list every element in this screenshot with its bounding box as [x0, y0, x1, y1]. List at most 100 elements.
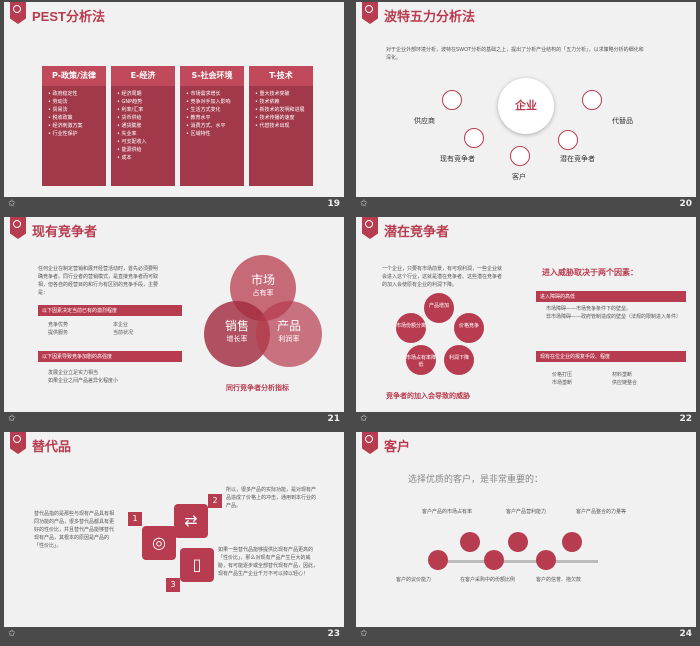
right-title: 进入威胁取决于两个因素： [542, 268, 638, 277]
caption: 同行竞争者分析指标 [226, 384, 289, 392]
pest-col-t: T-技术 • 重大技术突破 • 技术依赖 • 新技术的发明和进展 • 技术传播的速度 • … [249, 66, 313, 186]
slide-title: 波特五力分析法 [384, 9, 476, 24]
swap-icon: ⇄ [174, 504, 208, 538]
instagram-icon: ◎ [142, 526, 176, 560]
network-icon [428, 550, 448, 570]
bookmark-icon [10, 432, 26, 454]
connector-line [438, 560, 598, 563]
building-icon [536, 550, 556, 570]
potential-icon [558, 130, 578, 150]
bar-2: 以下因素导致竞争加剧的高强度 [38, 351, 182, 362]
pest-item: • 竞争对手加入影响 [186, 99, 231, 105]
pest-item: • 代替技术出现 [255, 123, 290, 129]
customer-icon [510, 146, 530, 166]
node-label: 供应商 [414, 117, 435, 125]
gear-icon [460, 532, 480, 552]
circle-sales: 销售 增长率 [204, 301, 270, 367]
bottom-label: 在客户采购中的份额比例 [460, 577, 516, 583]
circle-product: 产品 利润率 [256, 301, 322, 367]
pest-item: • 教育水平 [186, 115, 211, 121]
pest-item: • 消费方式、水平 [186, 123, 226, 129]
list-2: 价格打压 材料垄断 市场垄断 供应链整合 [552, 372, 638, 386]
footer-19: ✩ 19 [4, 197, 344, 213]
bar-1: 进入障碍的高低 [536, 291, 686, 302]
pest-item: • 技术依赖 [255, 99, 280, 105]
list-1: 竞争优势 本企业 提供服务 当前状况 [48, 322, 134, 336]
right-text-2: 如果一些替代品能够提供比现有产品更高的「性价比」，那么对现有产品产生巨大的威胁，… [218, 547, 319, 577]
dollar-icon [508, 532, 528, 552]
right-text-1: 所以，很多产品的实际功能，是对现有产品造成了价格上的冲击，通用到本行业的产品。 [226, 487, 317, 509]
num-2: 2 [208, 494, 222, 508]
pest-col-e: E-经济 • 经济周期 • GNP趋势 • 利率/汇率 • 货币供给 • 通货膨胀 • 失业… [111, 66, 175, 186]
star-icon: ✩ [8, 414, 16, 424]
supplier-icon [442, 90, 462, 110]
items-1: 市场障碍——市场竞争条件下的壁垒。 非市场障碍——政府管制造成的壁垒（法规的限制进… [546, 306, 682, 320]
pest-item: • GNP趋势 [117, 99, 143, 105]
caption: 竞争者的加入会导致的威胁 [386, 392, 470, 400]
bar-1: 以下因素决定当前已有的激烈程度 [38, 305, 182, 316]
petal: 利润下降 [444, 345, 474, 375]
bottom-label: 客户的信誉、拖欠款 [536, 577, 582, 583]
node-label: 客户 [512, 173, 526, 181]
pest-item: • 劳动法 [48, 99, 68, 105]
bookmark-icon [362, 217, 378, 239]
pest-item: • 经济周期 [117, 91, 142, 97]
desc-text: 一个企业，只要有市场前景，有可观利润，一些企业就会进入这个行业，这就是潜在竞争者… [382, 266, 503, 288]
chart-icon [484, 550, 504, 570]
pest-item: • 货币供给 [117, 115, 142, 121]
bottom-label: 客户的议价能力 [396, 577, 432, 583]
slide-23[interactable]: 替代品 替代品指的是那些与现有产品具有相同功能的产品，很多替代品都具有更好的性价… [4, 432, 344, 627]
slide-title: 客户 [384, 439, 411, 454]
slide-20[interactable]: 波特五力分析法 对于企业外部环境分析，波特在SWOT分析的基础之上，提出了分析产… [356, 2, 696, 197]
footer-23: ✩ 23 [4, 627, 344, 643]
pest-item: • 通货膨胀 [117, 123, 142, 129]
star-icon: ✩ [360, 199, 368, 209]
pest-item: • 利率/汇率 [117, 107, 144, 113]
slide-24[interactable]: 客户 选择优质的客户，是非常重要的： 客户产品的市场占有率 客户产品营利能力 客… [356, 432, 696, 627]
pest-item: • 贸易法 [48, 107, 68, 113]
num-1: 1 [128, 512, 142, 526]
slide-title: 潜在竞争者 [384, 224, 450, 239]
pest-item: • 重大技术突破 [255, 91, 290, 97]
pest-item: • 政府稳定性 [48, 91, 78, 97]
center-circle: 企业 [498, 78, 554, 134]
pest-item: • 市场需求增长 [186, 91, 221, 97]
num-3: 3 [166, 578, 180, 592]
intro-text: 对于企业外部环境分析，波特在SWOT分析的基础之上，提出了分析产业结构的「五力分… [386, 47, 644, 61]
star-icon: ✩ [360, 629, 368, 639]
left-text: 替代品指的是那些与现有产品具有相同功能的产品，很多替代品都具有更好的性价比，并且… [34, 511, 115, 549]
pest-col-s: S-社会环境 • 市场需求增长 • 竞争对手加入影响 • 生活方式变化 • 教育水平 • … [180, 66, 244, 186]
list-2: 发展企业立足实力相当 如果企业之间产品差异化程度小 [48, 370, 119, 384]
petal: 市场份额分离 [396, 313, 426, 343]
substitute-icon [582, 90, 602, 110]
footer-20: ✩ 20 [356, 197, 696, 213]
petal: 价格竞争 [454, 313, 484, 343]
slide-title: PEST分析法 [32, 9, 105, 24]
node-label: 代替品 [612, 117, 633, 125]
bookmark-icon [10, 217, 26, 239]
node-label: 现有竞争者 [440, 155, 475, 163]
pest-item: • 新技术的发明和进展 [255, 107, 305, 113]
pest-item: • 可支配收入 [117, 139, 147, 145]
footer-21: ✩ 21 [4, 412, 344, 428]
slide-22[interactable]: 潜在竞争者 一个企业，只要有市场前景，有可观利润，一些企业就会进入这个行业，这就… [356, 217, 696, 412]
slide-19[interactable]: PEST分析法 P-政策/法律 • 政府稳定性 • 劳动法 • 贸易法 • 税收政策 • … [4, 2, 344, 197]
pest-item: • 经济刺激方案 [48, 123, 83, 129]
star-icon: ✩ [360, 414, 368, 424]
signal-icon [562, 532, 582, 552]
top-label: 客户产品的市场占有率 [422, 509, 473, 515]
slide-title: 现有竞争者 [32, 224, 98, 239]
pest-item: • 失业率 [117, 131, 137, 137]
bookmark-icon [362, 2, 378, 24]
top-label: 客户产品营利能力 [506, 509, 547, 515]
slide-title: 替代品 [32, 439, 72, 454]
pest-item: • 行业性保护 [48, 131, 78, 137]
petal: 市场占有率降低 [406, 345, 436, 375]
bookmark-icon [362, 432, 378, 454]
intro-text: 选择优质的客户，是非常重要的： [408, 475, 544, 485]
pest-item: • 区域特性 [186, 131, 211, 137]
bar-2: 现有在位企业的报复手段、程度 [536, 351, 686, 362]
slide-21[interactable]: 现有竞争者 任何企业在制定营销和展开经营活动时，首先必须要明确竞争者。同行业者的… [4, 217, 344, 412]
pest-item: • 成本 [117, 155, 132, 161]
footer-22: ✩ 22 [356, 412, 696, 428]
